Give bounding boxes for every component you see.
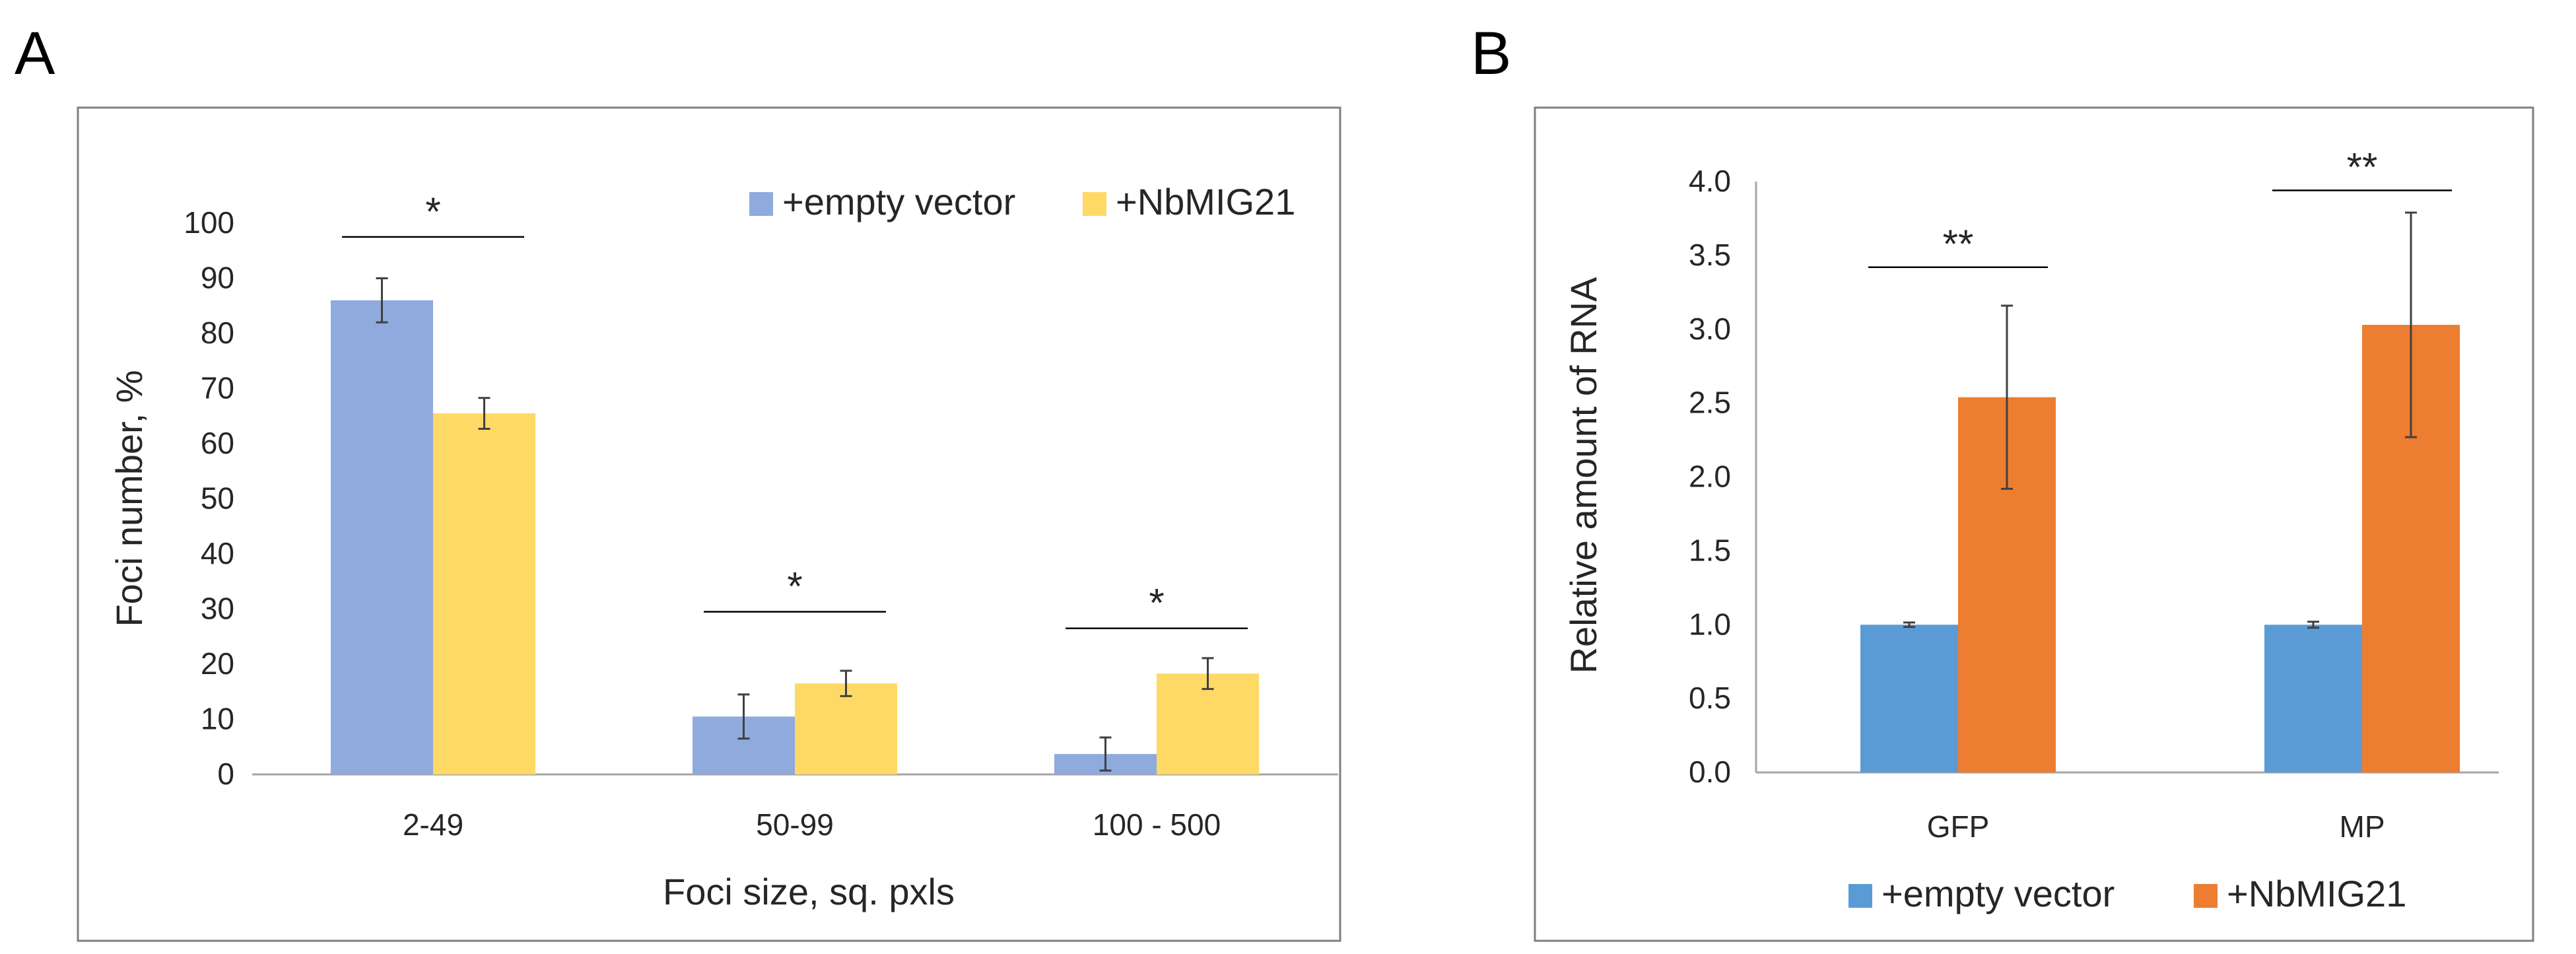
chart-b-error-bar xyxy=(2405,211,2417,438)
chart-b-y-tick-label: 1.5 xyxy=(1689,533,1731,567)
chart-b-y-tick-label: 2.0 xyxy=(1689,460,1731,494)
chart-a-category-label: 100 - 500 xyxy=(1093,807,1221,842)
chart-a-significance-label: * xyxy=(787,564,802,609)
chart-b-significance-label: ** xyxy=(1943,222,1974,266)
panel-a-letter: A xyxy=(15,20,55,87)
chart-b-legend-swatch xyxy=(2194,884,2218,908)
chart-b-category-label: MP xyxy=(2340,809,2385,844)
chart-panel-a: 0 10 20 30 40 50 60 70 80 90 100 2-49 50-99 100 - 500… xyxy=(77,106,1341,942)
chart-a-error-bar xyxy=(1202,657,1214,691)
chart-b-significance-label: ** xyxy=(2347,145,2378,189)
chart-a-legend-label: +empty vector xyxy=(782,181,1015,222)
chart-b-error-bar xyxy=(2001,304,2013,490)
chart-a-error-bar xyxy=(737,693,750,740)
panel-b-letter: B xyxy=(1471,20,1511,87)
chart-a-frame xyxy=(77,106,1341,942)
chart-b-bar xyxy=(1860,625,1958,772)
chart-b-y-tick-label: 3.5 xyxy=(1689,238,1731,272)
chart-a-significance-label: * xyxy=(425,189,440,234)
chart-a-y-tick-label: 30 xyxy=(201,592,234,626)
chart-a-y-tick-label: 80 xyxy=(201,316,234,350)
chart-a-significance-label: * xyxy=(1149,581,1164,625)
chart-a-bar xyxy=(795,683,897,774)
chart-a-y-tick-label: 70 xyxy=(201,371,234,405)
chart-b-category-label: GFP xyxy=(1927,809,1990,844)
chart-b-y-tick-label: 0.5 xyxy=(1689,681,1731,715)
chart-b-y-tick-label: 0.0 xyxy=(1689,755,1731,789)
chart-a-error-bar xyxy=(1099,736,1112,772)
chart-a-error-bar xyxy=(478,397,491,430)
chart-b-bar xyxy=(2264,625,2362,772)
chart-a-y-tick-label: 90 xyxy=(201,261,234,295)
chart-a-bar xyxy=(331,300,433,774)
chart-a-y-axis-title: Foci number, % xyxy=(108,370,150,627)
chart-a-legend-swatch xyxy=(749,192,773,216)
chart-a-y-tick-label: 50 xyxy=(201,481,234,516)
chart-b-legend-label: +NbMIG21 xyxy=(2227,873,2406,914)
chart-a-error-bar xyxy=(840,669,852,697)
chart-a-y-tick-label: 20 xyxy=(201,646,234,681)
chart-b-legend-item: +NbMIG21 xyxy=(2194,873,2406,914)
chart-a-y-tick-label: 100 xyxy=(184,205,234,240)
chart-a-legend-item: +NbMIG21 xyxy=(1083,181,1295,222)
chart-a-y-tick-label: 0 xyxy=(217,757,234,791)
chart-a-error-bar xyxy=(376,277,388,324)
chart-a-bar xyxy=(1157,673,1259,774)
chart-a-y-tick-label: 60 xyxy=(201,426,234,460)
chart-a-y-tick-label: 40 xyxy=(201,536,234,570)
chart-a-legend-item: +empty vector xyxy=(749,181,1015,222)
chart-b-y-axis-title: Relative amount of RNA xyxy=(1563,277,1604,673)
chart-a-y-tick-label: 10 xyxy=(201,702,234,736)
chart-a-legend-swatch xyxy=(1083,192,1106,216)
chart-b-error-bar xyxy=(2307,621,2319,629)
chart-b-error-bar xyxy=(1903,621,1915,629)
chart-a-x-axis-title: Foci size, sq. pxls xyxy=(663,871,955,912)
chart-b-y-tick-label: 1.0 xyxy=(1689,607,1731,641)
chart-b-legend-swatch xyxy=(1848,884,1872,908)
chart-a-legend-label: +NbMIG21 xyxy=(1116,181,1295,222)
chart-a-category-label: 50-99 xyxy=(756,807,834,842)
chart-a-category-label: 2-49 xyxy=(403,807,463,842)
chart-b-frame xyxy=(1534,106,2534,942)
chart-b-y-tick-label: 4.0 xyxy=(1689,164,1731,198)
chart-panel-b: 0.0 0.5 1.0 1.5 2.0 2.5 3.0 3.5 4.0 GFP MP ** ** Rela… xyxy=(1534,106,2534,942)
chart-b-y-tick-label: 3.0 xyxy=(1689,312,1731,346)
chart-a-bar xyxy=(433,413,535,774)
chart-b-legend-item: +empty vector xyxy=(1848,873,2115,914)
chart-b-y-tick-label: 2.5 xyxy=(1689,386,1731,420)
chart-b-legend-label: +empty vector xyxy=(1881,873,2115,914)
